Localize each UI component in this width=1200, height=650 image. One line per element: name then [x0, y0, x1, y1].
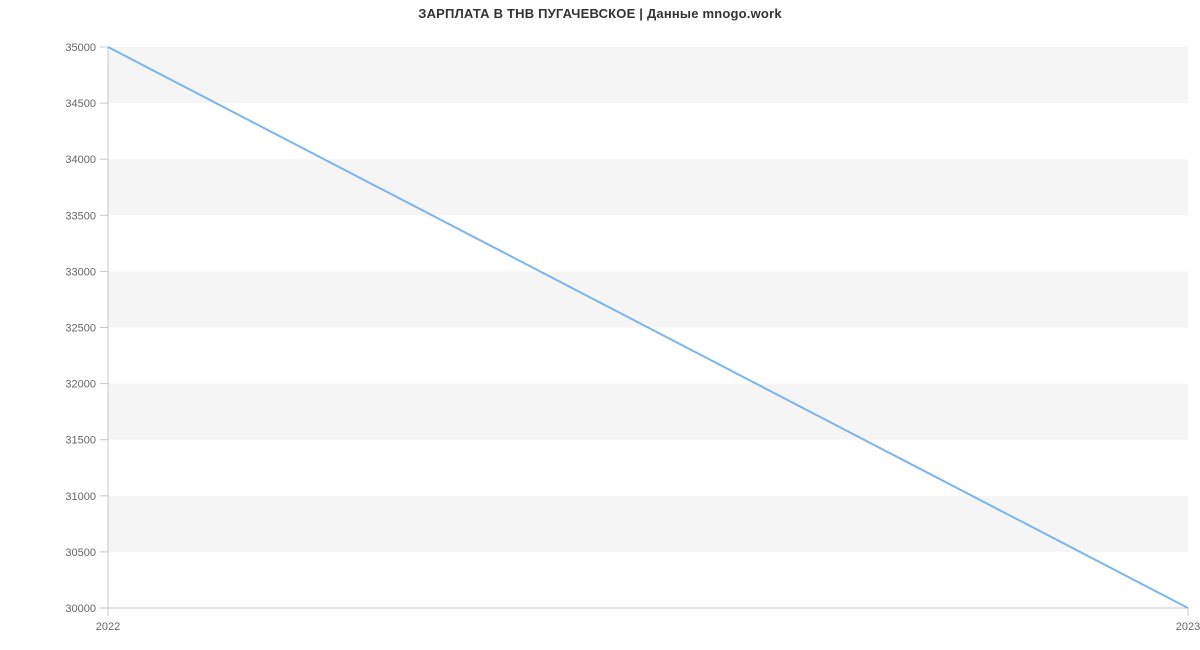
- plot-band: [108, 215, 1188, 271]
- plot-band: [108, 384, 1188, 440]
- plot-band: [108, 47, 1188, 103]
- y-tick-label: 33000: [65, 266, 96, 278]
- plot-band: [108, 440, 1188, 496]
- y-tick-label: 30500: [65, 547, 96, 559]
- y-tick-label: 32000: [65, 379, 96, 391]
- y-tick-label: 30000: [65, 603, 96, 615]
- plot-band: [108, 159, 1188, 215]
- y-tick-label: 31500: [65, 435, 96, 447]
- plot-band: [108, 271, 1188, 327]
- line-chart: ЗАРПЛАТА В ТНВ ПУГАЧЕВСКОЕ | Данные mnog…: [0, 0, 1200, 650]
- y-tick-label: 35000: [65, 42, 96, 54]
- x-tick-label: 2023: [1176, 621, 1200, 633]
- y-tick-label: 34500: [65, 98, 96, 110]
- chart-svg: 30000 30500 31000 31500 32000 32500 33000 33500…: [0, 0, 1200, 650]
- x-tick-label: 2022: [96, 621, 120, 633]
- y-tick-label: 31000: [65, 491, 96, 503]
- plot-band: [108, 552, 1188, 608]
- y-tick-label: 32500: [65, 323, 96, 335]
- y-tick-label: 34000: [65, 154, 96, 166]
- y-tick-label: 33500: [65, 210, 96, 222]
- plot-band: [108, 328, 1188, 384]
